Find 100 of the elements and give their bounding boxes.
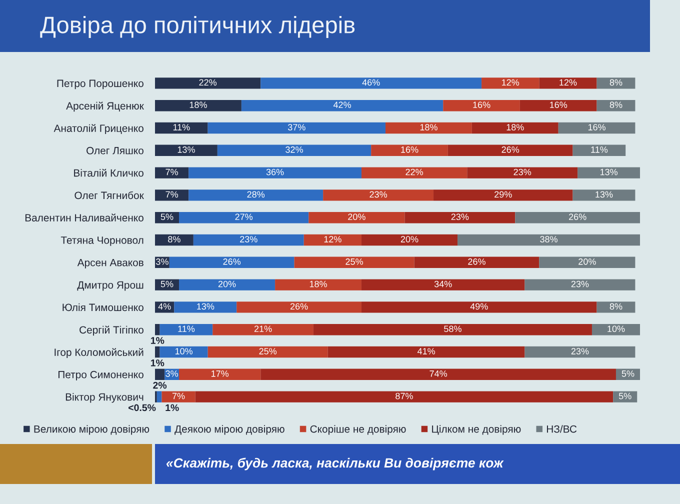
y-tick-label: Тетяна Чорновол — [60, 236, 144, 246]
data-label: 5% — [160, 280, 174, 288]
legend-label: Великою мірою довіряю — [34, 425, 150, 435]
bar — [193, 234, 304, 246]
data-label: 16% — [473, 102, 490, 108]
bar — [613, 391, 638, 402]
data-label: 26% — [502, 146, 520, 153]
y-tick-label: Петро Порошенко — [57, 80, 144, 90]
bar — [155, 100, 242, 112]
data-label: 1% — [150, 359, 164, 366]
bar — [304, 234, 362, 246]
bar — [328, 346, 525, 358]
data-label: 42% — [333, 102, 351, 108]
data-label: 23% — [514, 168, 532, 176]
bar — [188, 190, 324, 201]
text: «Скажіть, будь ласка, наскільки Ви довіряєте кож — [166, 458, 504, 470]
bar — [179, 212, 309, 224]
data-label: 23% — [240, 236, 258, 242]
data-label: 7% — [166, 168, 178, 176]
data-label: 74% — [430, 370, 448, 377]
y-tick-label: Ігор Коломойський — [54, 348, 144, 358]
data-label: 16% — [550, 102, 568, 108]
bar — [313, 324, 592, 336]
data-label: 18% — [190, 102, 207, 108]
legend-label: Скоріше не довіряю — [310, 425, 406, 435]
bar — [472, 122, 558, 134]
bar — [174, 302, 237, 313]
data-label: 12% — [560, 79, 577, 86]
data-label: 18% — [506, 124, 524, 130]
y-tick-label: Валентин Наливайченко — [25, 214, 144, 222]
data-label: <0.5% — [128, 404, 156, 412]
bar — [260, 368, 616, 380]
data-label: 26% — [290, 303, 308, 310]
data-label: 11% — [178, 326, 195, 332]
data-label: 25% — [346, 258, 363, 265]
data-label: 3% — [156, 258, 168, 265]
bar — [155, 302, 174, 313]
bar — [539, 256, 636, 268]
data-label: 8% — [610, 303, 622, 310]
data-label: 12% — [502, 79, 520, 86]
data-label: 3% — [166, 370, 178, 377]
bar — [155, 279, 180, 290]
bar — [156, 391, 162, 402]
bar — [434, 190, 573, 201]
data-label: 32% — [286, 146, 303, 153]
bar — [385, 122, 472, 134]
data-label: 22% — [199, 79, 217, 86]
data-label: 37% — [288, 124, 306, 130]
bar — [361, 302, 597, 313]
data-label: 27% — [235, 214, 253, 220]
bar — [524, 346, 636, 358]
bar — [155, 234, 194, 246]
y-tick-label: Олег Тягнибок — [74, 191, 144, 200]
bar — [578, 167, 640, 178]
data-label: 10% — [608, 326, 625, 332]
bar — [188, 167, 362, 178]
bar — [155, 144, 218, 156]
data-label: 5% — [160, 214, 174, 220]
bar — [208, 346, 328, 358]
data-label: 16% — [588, 124, 606, 130]
data-label: 8% — [610, 79, 622, 86]
data-label: 28% — [247, 191, 265, 198]
bar — [195, 391, 614, 402]
bar — [241, 100, 444, 112]
bar — [448, 144, 573, 156]
data-label: 20% — [578, 258, 596, 265]
bar — [212, 324, 314, 336]
data-label: 23% — [571, 348, 589, 354]
data-label: 11% — [173, 124, 190, 130]
legend-label: Деякою мірою довіряю — [174, 425, 284, 435]
bar — [572, 144, 626, 156]
data-label: 34% — [434, 280, 452, 288]
data-label: 13% — [178, 146, 195, 153]
bar — [179, 279, 276, 290]
bar — [572, 190, 636, 201]
bar — [596, 302, 636, 313]
data-label: 18% — [310, 280, 327, 288]
bar — [592, 324, 640, 336]
data-label: 8% — [610, 102, 622, 108]
data-label: 4% — [158, 303, 171, 310]
data-label: 26% — [223, 258, 241, 265]
bar — [539, 78, 597, 89]
bar — [371, 144, 448, 156]
bar — [404, 212, 516, 224]
bar — [361, 167, 468, 178]
bar — [236, 302, 362, 313]
data-label: 36% — [266, 168, 284, 176]
bar — [323, 190, 434, 201]
data-label: 41% — [417, 348, 436, 354]
data-label: 58% — [444, 326, 462, 332]
bar — [155, 78, 261, 89]
chart-title: Довіра до політичних лідерів — [40, 16, 355, 38]
bar — [361, 279, 525, 290]
data-label: 1% — [166, 404, 179, 412]
data-label: 13% — [596, 191, 613, 198]
data-label: 12% — [324, 236, 342, 242]
bar — [515, 212, 640, 224]
bar — [294, 256, 414, 268]
bar — [414, 256, 540, 268]
data-label: 38% — [540, 236, 558, 242]
